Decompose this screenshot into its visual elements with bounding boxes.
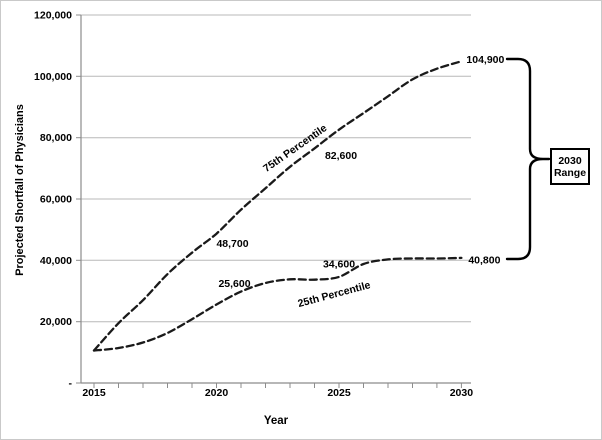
y-axis-title: Projected Shortfall of Physicians [14, 104, 26, 276]
range-box-line2: Range [553, 166, 587, 179]
y-tick-label: - [69, 378, 73, 390]
y-tick-label: 60,000 [40, 194, 72, 206]
label-25th-2030: 40,800 [468, 254, 500, 266]
y-tick-label: 20,000 [40, 316, 72, 328]
label-25th-2025: 34,600 [323, 258, 355, 270]
x-tick-label: 2020 [205, 387, 229, 399]
series-line-75th-percentile [92, 60, 463, 352]
label-75th-2025: 82,600 [325, 150, 357, 162]
y-tick-label: 80,000 [40, 132, 72, 144]
label-25th-2020: 25,600 [218, 278, 250, 290]
x-tick-label: 2015 [82, 387, 106, 399]
x-tick-label: 2025 [327, 387, 351, 399]
y-tick-label: 100,000 [34, 71, 72, 83]
y-tick-label: 120,000 [34, 10, 72, 22]
label-75th-2020: 48,700 [216, 238, 248, 250]
range-2030-box: 2030 Range [550, 148, 590, 185]
label-75th-2030: 104,900 [466, 54, 504, 66]
series-label-75th-percentile: 75th Percentile [261, 122, 329, 175]
range-bracket [505, 57, 551, 261]
series-label-25th-percentile: 25th Percentile [297, 279, 372, 310]
x-axis-title: Year [263, 415, 289, 427]
y-tick-label: 40,000 [40, 255, 72, 267]
series-line-25th-percentile [92, 256, 463, 352]
range-box-line1: 2030 [558, 154, 582, 167]
x-tick-label: 2030 [450, 387, 474, 399]
